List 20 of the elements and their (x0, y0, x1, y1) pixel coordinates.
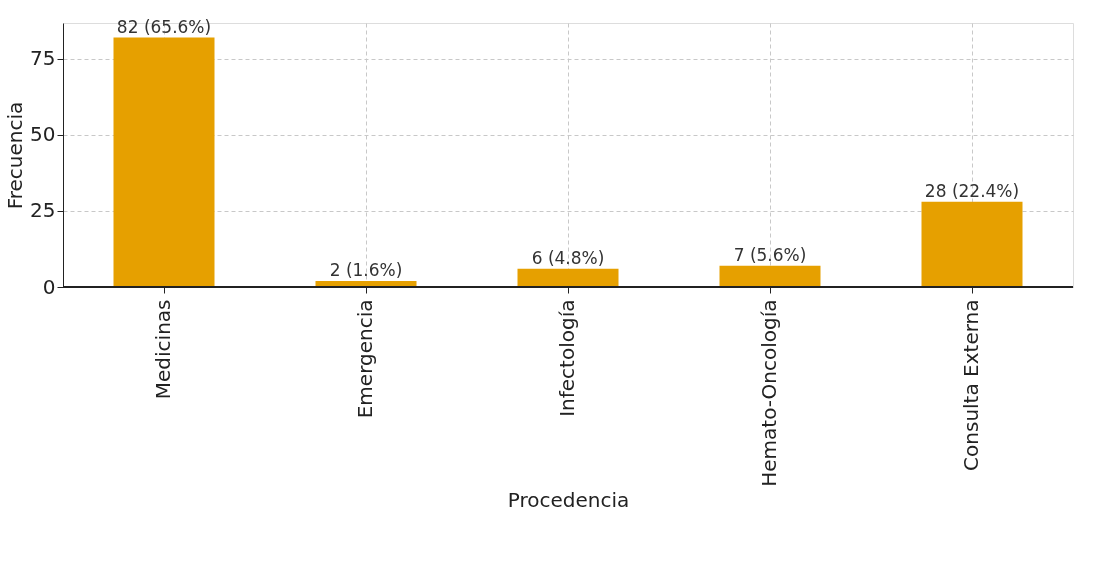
y-tick-label: 0 (42, 274, 56, 299)
data-label: 6 (4.8%) (531, 247, 605, 268)
x-tick-label: Emergencia (353, 299, 377, 419)
x-tick-label: Infectología (555, 299, 579, 417)
bar (517, 268, 619, 287)
x-axis-title: Procedencia (507, 487, 630, 512)
data-label: 2 (1.6%) (329, 259, 403, 280)
y-tick-label: 25 (30, 198, 56, 223)
x-tick-label: Consulta Externa (959, 299, 983, 471)
data-label: 7 (5.6%) (733, 244, 807, 265)
bar (113, 37, 215, 287)
data-label: 82 (65.6%) (116, 16, 212, 37)
bar (719, 265, 821, 287)
bar (921, 201, 1023, 287)
x-tick-label: Medicinas (151, 299, 175, 400)
y-tick-label: 75 (30, 46, 56, 71)
y-axis-title: Frecuencia (3, 101, 28, 210)
data-label: 28 (22.4%) (924, 180, 1020, 201)
y-tick-label: 50 (30, 122, 56, 147)
x-tick-label: Hemato-Oncología (757, 299, 781, 487)
